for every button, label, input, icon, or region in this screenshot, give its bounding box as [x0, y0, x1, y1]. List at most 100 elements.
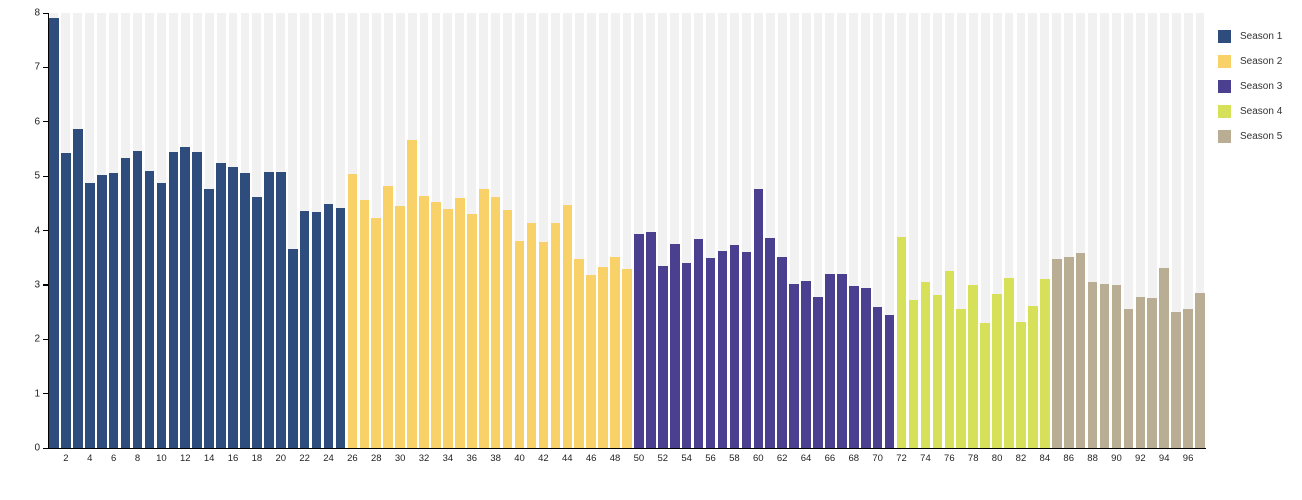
background-band	[1040, 13, 1050, 448]
bar-episode-17	[240, 172, 250, 448]
bar-episode-59	[741, 251, 752, 448]
background-band	[861, 13, 871, 448]
bar-episode-92	[1135, 296, 1146, 448]
background-band	[1159, 13, 1169, 448]
bar-episode-69	[860, 287, 871, 448]
x-tick-label-52: 52	[657, 453, 669, 464]
background-band	[968, 13, 978, 448]
legend-swatch-icon	[1218, 130, 1231, 143]
x-tick-label-70: 70	[872, 453, 883, 464]
x-tick-label-64: 64	[800, 453, 812, 464]
x-tick-label-60: 60	[753, 453, 764, 464]
y-tick-mark	[43, 447, 48, 449]
x-tick-label-44: 44	[562, 453, 573, 464]
bar-episode-52	[658, 265, 668, 448]
bar-episode-51	[646, 231, 656, 448]
background-band	[1171, 13, 1181, 448]
background-band	[956, 13, 966, 448]
bar-episode-47	[598, 267, 608, 448]
bar-episode-83	[1028, 306, 1038, 448]
x-tick-label-86: 86	[1063, 453, 1074, 464]
background-band	[598, 13, 608, 448]
bar-episode-39	[502, 210, 513, 448]
legend-item-season-4: Season 4	[1218, 105, 1282, 118]
background-band	[1100, 13, 1109, 448]
bar-episode-65	[813, 297, 823, 448]
bar-episode-24	[323, 203, 334, 448]
x-tick-label-16: 16	[227, 453, 239, 464]
background-band	[718, 13, 727, 448]
bar-episode-31	[407, 139, 417, 448]
x-tick-label-38: 38	[490, 453, 501, 464]
bar-episode-29	[383, 185, 394, 448]
background-band	[706, 13, 715, 448]
background-band	[992, 13, 1002, 448]
bar-episode-64	[801, 281, 811, 448]
background-band	[682, 13, 692, 448]
bar-episode-86	[1063, 256, 1074, 448]
background-band	[610, 13, 620, 448]
y-tick-label-7: 7	[34, 61, 40, 73]
x-tick-label-34: 34	[442, 453, 454, 464]
bar-episode-25	[335, 207, 346, 448]
background-band	[634, 13, 644, 448]
bar-episode-11	[168, 151, 179, 448]
background-band	[1147, 13, 1157, 448]
bar-episode-33	[431, 201, 441, 448]
bar-episode-93	[1147, 297, 1158, 448]
background-band	[1004, 13, 1014, 448]
background-band	[1028, 13, 1038, 448]
background-band	[515, 13, 524, 448]
background-band	[801, 13, 811, 448]
x-tick-label-22: 22	[299, 453, 310, 464]
x-tick-label-28: 28	[371, 453, 382, 464]
bar-episode-21	[287, 249, 298, 448]
bar-episode-23	[311, 212, 322, 448]
background-band	[1195, 13, 1205, 448]
bar-episode-54	[681, 262, 692, 448]
x-tick-label-54: 54	[681, 453, 692, 464]
bar-episode-78	[968, 284, 978, 448]
y-tick-label-5: 5	[34, 170, 40, 182]
x-tick-label-12: 12	[179, 453, 191, 464]
bar-episode-38	[490, 197, 501, 448]
background-band	[1088, 13, 1098, 448]
bar-episode-45	[574, 259, 585, 448]
background-band	[694, 13, 704, 448]
background-band	[789, 13, 799, 448]
y-tick-mark	[43, 121, 48, 123]
legend-item-season-2: Season 2	[1218, 55, 1282, 68]
bar-episode-22	[299, 210, 310, 448]
x-tick-label-46: 46	[585, 453, 597, 464]
background-band	[873, 13, 883, 448]
bar-episode-90	[1111, 284, 1122, 448]
legend-label: Season 3	[1240, 81, 1283, 92]
bar-episode-71	[884, 315, 895, 448]
bar-episode-81	[1004, 277, 1014, 448]
x-axis-spine	[48, 447, 1206, 449]
x-tick-label-78: 78	[967, 453, 979, 464]
bar-episode-1	[49, 18, 59, 448]
background-band	[885, 13, 895, 448]
bar-episode-8	[132, 150, 143, 448]
bar-episode-6	[108, 172, 119, 448]
background-band	[1052, 13, 1062, 448]
bar-episode-30	[395, 206, 405, 448]
x-tick-label-68: 68	[848, 453, 860, 464]
legend-item-season-5: Season 5	[1218, 130, 1282, 143]
background-band	[670, 13, 680, 448]
legend-swatch-icon	[1218, 55, 1231, 68]
bar-episode-35	[455, 198, 465, 448]
x-tick-label-2: 2	[63, 453, 69, 464]
x-tick-label-48: 48	[609, 453, 621, 464]
background-band	[288, 13, 298, 448]
bar-episode-62	[777, 257, 787, 448]
legend-swatch-icon	[1218, 30, 1231, 43]
bar-episode-16	[228, 166, 238, 448]
bar-episode-15	[216, 162, 226, 448]
bar-episode-67	[837, 274, 847, 448]
bar-episode-48	[610, 256, 620, 448]
background-band	[538, 13, 548, 448]
legend-item-season-3: Season 3	[1218, 80, 1282, 93]
bar-episode-61	[765, 237, 776, 448]
